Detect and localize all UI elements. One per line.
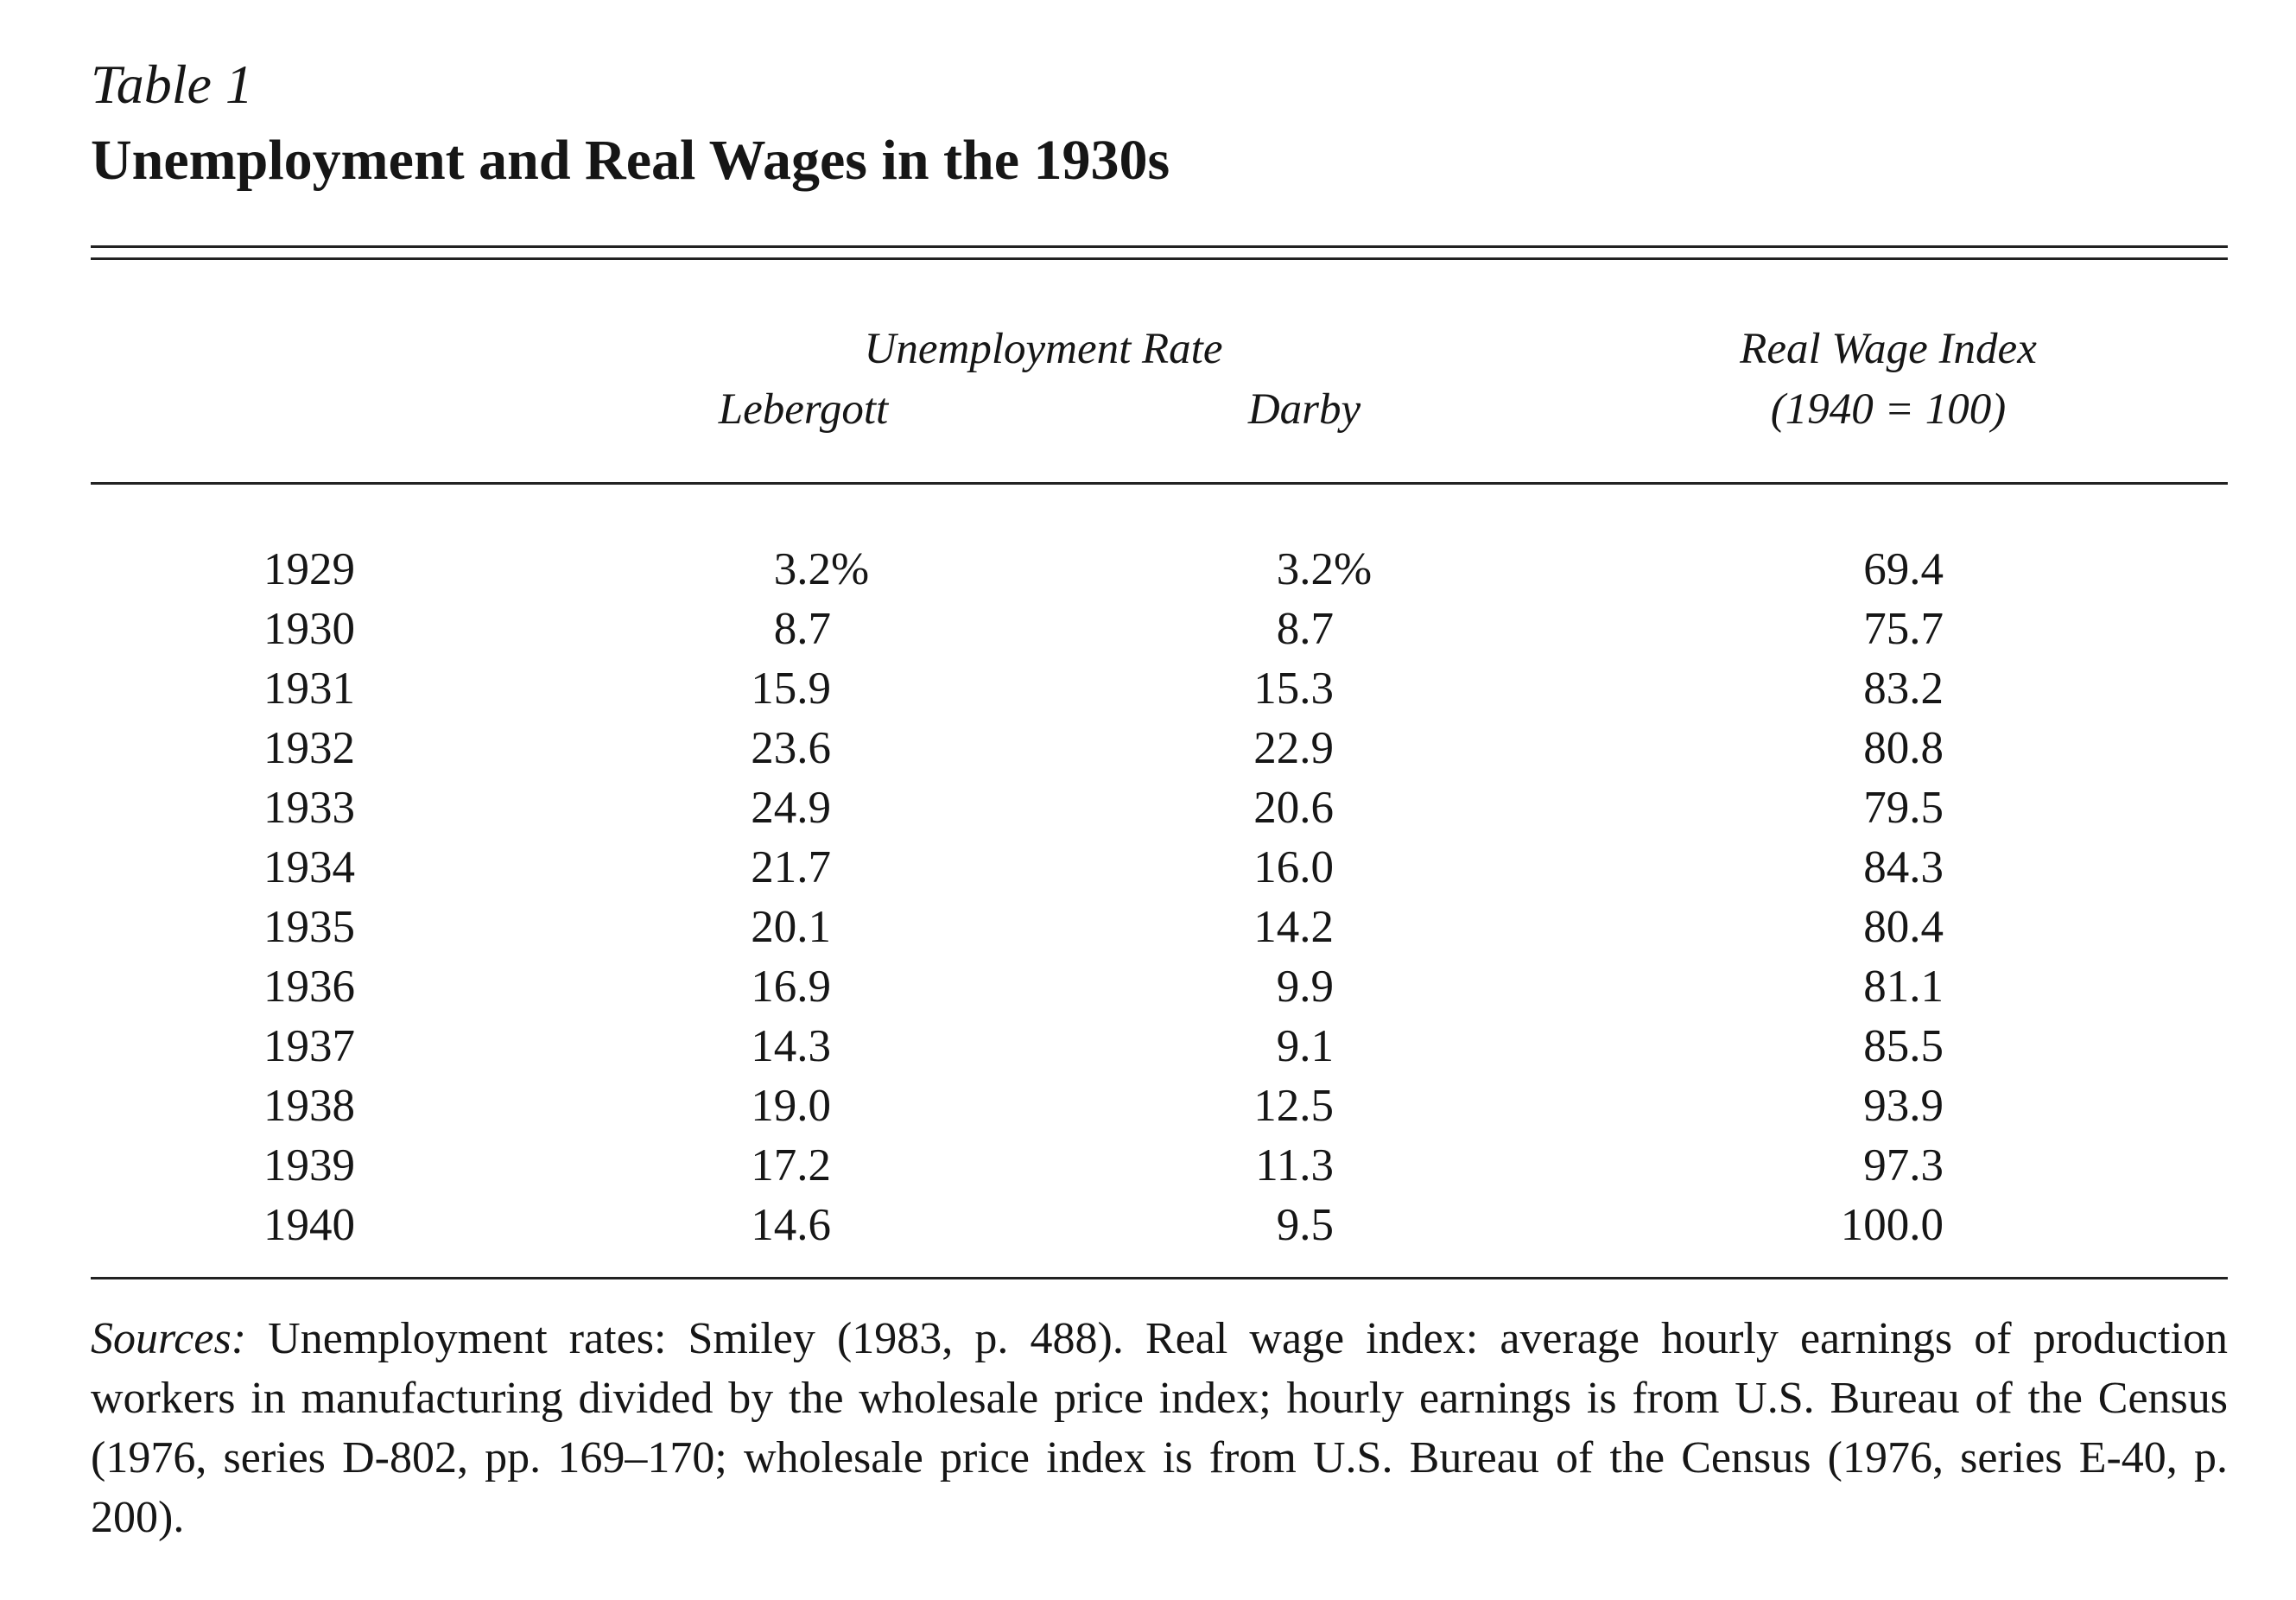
real-wage-cell: 83.2 xyxy=(1863,663,1944,714)
real-wage-cell: 84.3 xyxy=(1863,842,1944,892)
real-wage-cell: 100.0 xyxy=(1840,1200,1944,1250)
year-cell: 1930 xyxy=(263,604,355,654)
real-wage-cell: 79.5 xyxy=(1863,783,1944,833)
lebergott-cell: 17.2 xyxy=(751,1140,831,1190)
table-body: 1929 3.2% 3.2% 69.4 1930 8.7 8.7 75.7 19… xyxy=(0,540,2296,1255)
real-wage-cell: 80.8 xyxy=(1863,723,1944,773)
header-real-wage-index: Real Wage Index xyxy=(1740,325,2037,373)
lebergott-cell: 14.6 xyxy=(751,1200,831,1250)
header-rule xyxy=(91,482,2228,485)
percent-sign: % xyxy=(1334,544,1373,594)
darby-cell: 3.2% xyxy=(1277,540,1372,600)
lebergott-cell: 19.0 xyxy=(751,1081,831,1131)
table-title: Unemployment and Real Wages in the 1930s xyxy=(91,129,1170,192)
sources-note: Sources: Unemployment rates: Smiley (198… xyxy=(91,1309,2228,1547)
table-row: 1939 17.2 11.3 97.3 xyxy=(0,1136,2296,1196)
year-cell: 1932 xyxy=(263,723,355,773)
year-cell: 1939 xyxy=(263,1140,355,1190)
sources-label: Sources: xyxy=(91,1314,247,1363)
real-wage-cell: 81.1 xyxy=(1863,962,1944,1012)
year-cell: 1938 xyxy=(263,1081,355,1131)
table-row: 1933 24.9 20.6 79.5 xyxy=(0,778,2296,838)
header-real-wage-base: (1940 = 100) xyxy=(1770,385,2007,434)
year-cell: 1929 xyxy=(263,544,355,594)
table-row: 1931 15.9 15.3 83.2 xyxy=(0,659,2296,719)
table-row: 1935 20.1 14.2 80.4 xyxy=(0,898,2296,957)
darby-cell: 15.3 xyxy=(1253,663,1334,714)
real-wage-cell: 80.4 xyxy=(1863,902,1944,952)
year-cell: 1935 xyxy=(263,902,355,952)
year-cell: 1936 xyxy=(263,962,355,1012)
top-rule-upper xyxy=(91,245,2228,248)
table-row: 1934 21.7 16.0 84.3 xyxy=(0,838,2296,898)
sources-text: Unemployment rates: Smiley (1983, p. 488… xyxy=(91,1314,2228,1542)
darby-cell: 16.0 xyxy=(1253,842,1334,892)
year-cell: 1933 xyxy=(263,783,355,833)
table-label: Table 1 xyxy=(91,54,253,115)
year-cell: 1931 xyxy=(263,663,355,714)
bottom-rule xyxy=(91,1277,2228,1279)
darby-cell: 14.2 xyxy=(1253,902,1334,952)
lebergott-cell: 20.1 xyxy=(751,902,831,952)
header-lebergott: Lebergott xyxy=(718,385,889,434)
darby-cell: 11.3 xyxy=(1255,1140,1334,1190)
lebergott-cell: 15.9 xyxy=(751,663,831,714)
year-cell: 1940 xyxy=(263,1200,355,1250)
darby-cell: 9.5 xyxy=(1276,1200,1334,1250)
real-wage-cell: 85.5 xyxy=(1863,1021,1944,1071)
real-wage-cell: 93.9 xyxy=(1863,1081,1944,1131)
lebergott-cell: 14.3 xyxy=(751,1021,831,1071)
year-cell: 1934 xyxy=(263,842,355,892)
percent-sign: % xyxy=(831,544,870,594)
lebergott-cell: 8.7 xyxy=(773,604,831,654)
darby-cell: 9.9 xyxy=(1276,962,1334,1012)
table-row: 1938 19.0 12.5 93.9 xyxy=(0,1076,2296,1136)
real-wage-cell: 69.4 xyxy=(1863,544,1944,594)
darby-cell: 22.9 xyxy=(1253,723,1334,773)
lebergott-cell: 23.6 xyxy=(751,723,831,773)
table-row: 1929 3.2% 3.2% 69.4 xyxy=(0,540,2296,600)
lebergott-cell: 16.9 xyxy=(751,962,831,1012)
real-wage-cell: 75.7 xyxy=(1863,604,1944,654)
table-row: 1936 16.9 9.9 81.1 xyxy=(0,957,2296,1017)
table-row: 1930 8.7 8.7 75.7 xyxy=(0,600,2296,659)
darby-cell: 12.5 xyxy=(1253,1081,1334,1131)
table-row: 1940 14.6 9.5 100.0 xyxy=(0,1196,2296,1255)
lebergott-cell: 24.9 xyxy=(751,783,831,833)
header-darby: Darby xyxy=(1247,385,1361,434)
year-cell: 1937 xyxy=(263,1021,355,1071)
lebergott-cell: 3.2% xyxy=(774,540,869,600)
table-row: 1932 23.6 22.9 80.8 xyxy=(0,719,2296,778)
darby-cell: 8.7 xyxy=(1276,604,1334,654)
darby-cell: 9.1 xyxy=(1276,1021,1334,1071)
top-rule-lower xyxy=(91,257,2228,260)
darby-cell: 20.6 xyxy=(1253,783,1334,833)
real-wage-cell: 97.3 xyxy=(1863,1140,1944,1190)
lebergott-cell: 21.7 xyxy=(751,842,831,892)
header-unemployment-rate: Unemployment Rate xyxy=(864,325,1223,373)
table-row: 1937 14.3 9.1 85.5 xyxy=(0,1017,2296,1076)
